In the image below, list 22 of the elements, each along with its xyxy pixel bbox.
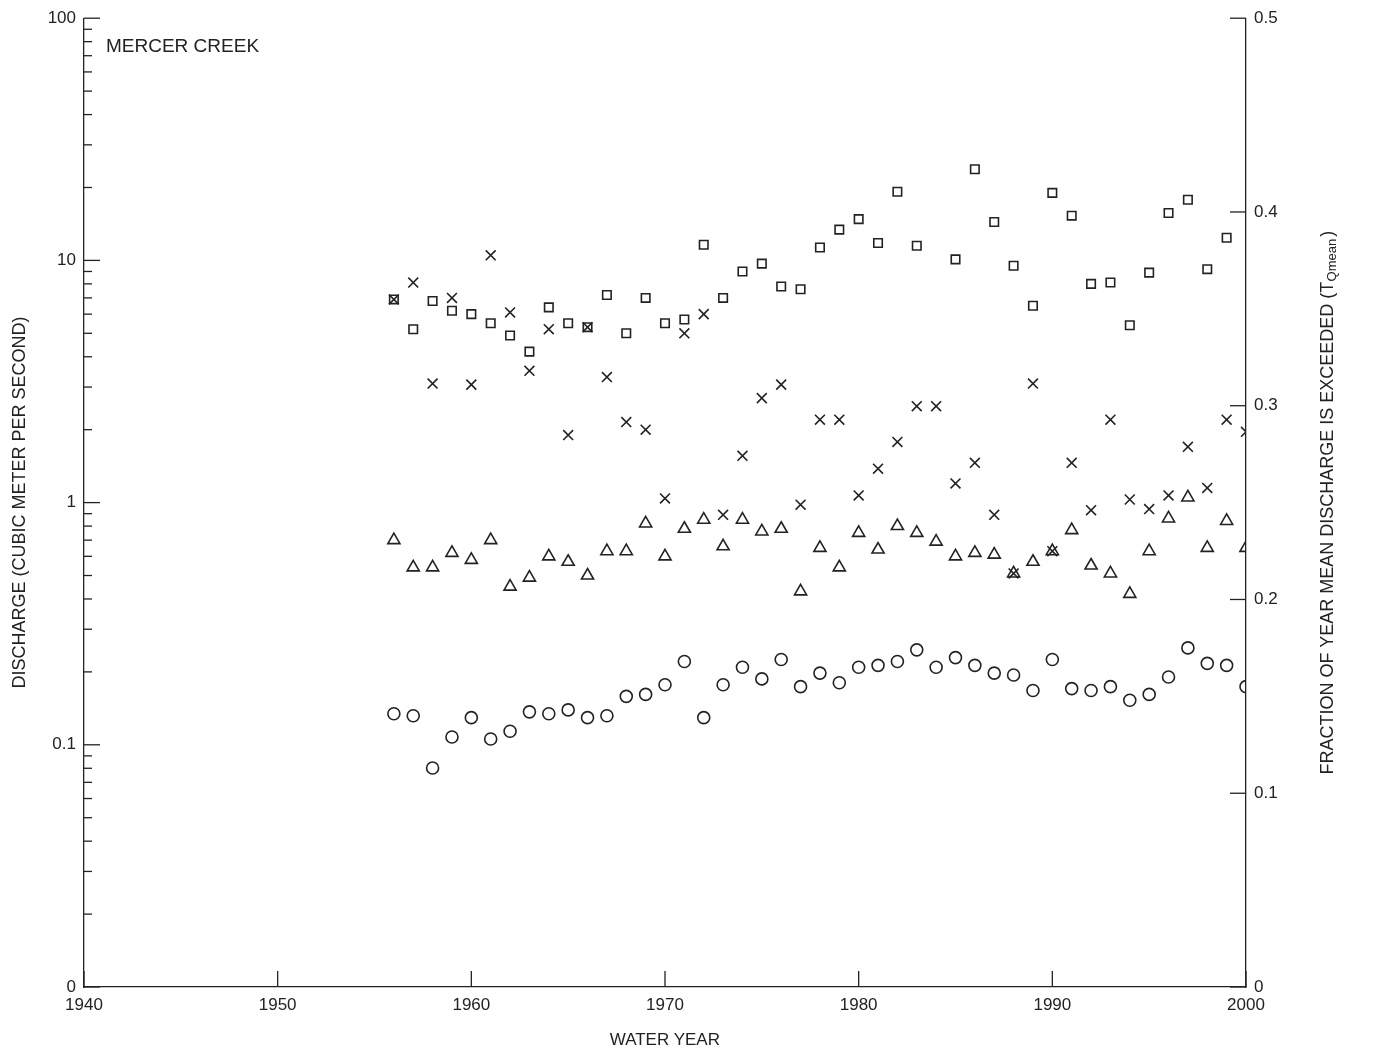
y2-tick-label: 0.3: [1254, 395, 1278, 415]
y2-tick-label: 0.2: [1254, 589, 1278, 609]
y-tick-label: 100: [47, 7, 76, 27]
y2-tick-label: 0.5: [1254, 7, 1278, 27]
y-tick-label: 0: [66, 976, 76, 996]
text: MERCER CREEK: [106, 35, 260, 57]
x-tick-label: 1940: [65, 994, 103, 1014]
y2-tick-label: 0.4: [1254, 201, 1278, 221]
x-axis-title: WATER YEAR: [609, 1030, 720, 1049]
x-tick-label: 1990: [1033, 994, 1072, 1014]
x-tick-label: 1970: [646, 994, 684, 1014]
y2-axis-title: FRACTION OF YEAR MEAN DISCHARGE IS EXCEEDED (TQmean): [1316, 230, 1340, 775]
x-tick-label: 1960: [452, 994, 491, 1014]
y-axis-title: DISCHARGE (CUBIC METER PER SECOND): [8, 316, 29, 689]
x-tick-label: 2000: [1227, 994, 1265, 1014]
x-tick-label: 1980: [839, 994, 878, 1014]
y-tick-label: 0.1: [52, 734, 76, 754]
x-tick-label: 1950: [258, 994, 297, 1014]
y2-tick-label: 0.1: [1254, 782, 1278, 802]
y-tick-label: 10: [57, 250, 76, 270]
y-tick-label: 1: [66, 492, 76, 512]
y2-tick-label: 0: [1254, 976, 1264, 996]
